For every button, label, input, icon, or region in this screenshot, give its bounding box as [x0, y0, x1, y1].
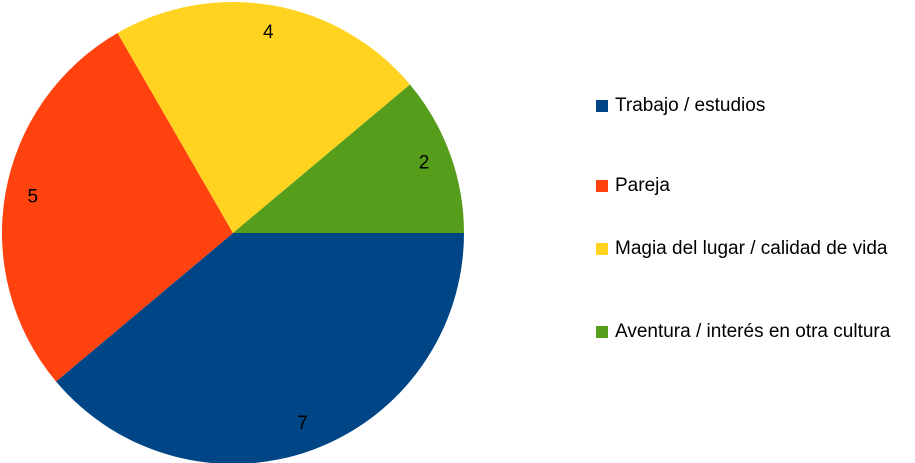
- legend-item: Aventura / interés en otra cultura: [596, 320, 906, 343]
- legend-item: Trabajo / estudios: [596, 94, 906, 117]
- data-label: 2: [419, 152, 430, 173]
- legend-swatch: [596, 243, 608, 255]
- pie-slice: [56, 233, 464, 463]
- legend-label: Pareja: [615, 175, 670, 196]
- pie-slice: [1, 32, 233, 382]
- legend-swatch: [596, 100, 608, 112]
- data-label: 5: [28, 187, 39, 208]
- legend-label: Aventura / interés en otra cultura: [615, 321, 891, 342]
- data-label: 7: [297, 413, 308, 434]
- legend-swatch: [596, 180, 608, 192]
- data-label: 4: [263, 22, 274, 43]
- pie-slice: [233, 84, 464, 234]
- legend-swatch: [596, 326, 608, 338]
- legend-label: Magia del lugar / calidad de vida: [615, 238, 888, 259]
- legend-label: Trabajo / estudios: [615, 95, 766, 116]
- legend-item: Pareja: [596, 174, 906, 197]
- pie-slice: [117, 1, 410, 233]
- legend-item: Magia del lugar / calidad de vida: [596, 237, 906, 260]
